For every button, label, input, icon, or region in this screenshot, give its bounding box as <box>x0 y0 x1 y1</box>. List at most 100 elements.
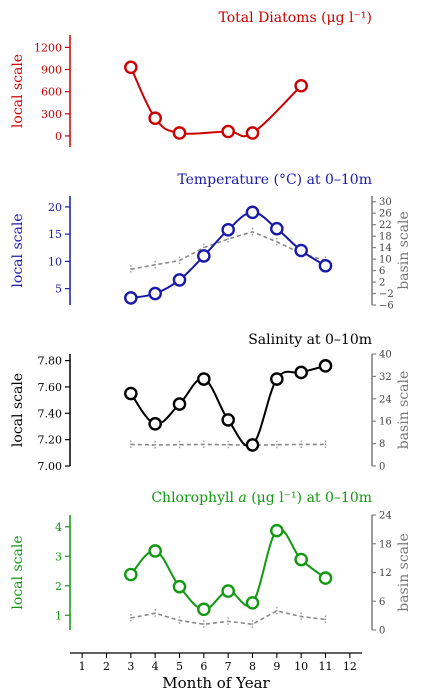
data-point <box>245 596 260 610</box>
data-point <box>270 523 284 538</box>
left-tick-label: 600 <box>41 86 62 99</box>
data-point <box>318 359 333 373</box>
right-tick-label: 16 <box>379 417 392 428</box>
right-axis-label: basin scale <box>396 371 412 450</box>
data-point <box>124 567 138 582</box>
data-point <box>197 372 211 386</box>
shared-x-axis: 1 2 3 4 5 6 7 8 9 10 11 12 <box>70 652 362 673</box>
right-tick-label: 32 <box>379 372 392 383</box>
x-tick-label: 11 <box>319 660 333 673</box>
data-point <box>172 126 187 140</box>
left-tick-label: 3 <box>55 550 62 563</box>
panel-3: Salinity at 0–10m 7.00 7.20 7.40 7.60 7.80 loc… <box>10 332 412 473</box>
left-axis-label: local scale <box>10 54 26 128</box>
right-tick-label: 14 <box>379 243 392 254</box>
panel-title: Salinity at 0–10m <box>248 332 372 348</box>
data-point <box>148 417 162 431</box>
left-tick-label: 15 <box>48 228 62 241</box>
data-point <box>294 365 308 380</box>
right-tick-label: 18 <box>379 539 392 550</box>
data-point <box>148 111 162 126</box>
x-axis-label: Month of Year <box>162 674 270 692</box>
left-tick-label: 7.40 <box>38 407 63 420</box>
data-point <box>124 60 138 75</box>
left-tick-label: 4 <box>55 521 62 534</box>
left-tick-label: 2 <box>55 580 62 593</box>
right-tick-label: 22 <box>379 220 392 231</box>
panel-4: Chlorophyll a (μg l⁻¹) at 0–10m1234local… <box>10 490 412 637</box>
data-point <box>172 273 187 287</box>
right-tick-label: 12 <box>379 568 392 579</box>
data-point <box>124 291 138 305</box>
data-point <box>197 602 211 617</box>
panel-title-part: a <box>238 490 246 506</box>
data-point <box>172 397 187 411</box>
data-point <box>221 413 235 427</box>
left-tick-label: 1 <box>55 609 62 622</box>
right-tick-label: 24 <box>379 394 392 405</box>
data-point <box>148 544 162 558</box>
left-tick-label: 300 <box>41 108 62 121</box>
right-tick-label: 6 <box>379 266 385 277</box>
left-axis-label: local scale <box>10 213 26 287</box>
data-point <box>318 258 333 273</box>
x-tick-label: 7 <box>225 660 232 673</box>
left-tick-label: 900 <box>41 64 62 77</box>
data-point <box>245 126 260 140</box>
local-series-line <box>130 364 326 448</box>
left-tick-label: 7.60 <box>38 381 63 394</box>
left-tick-label: 7.20 <box>38 434 63 447</box>
data-point <box>245 205 260 220</box>
local-series-line <box>129 66 302 138</box>
left-axis-label: local scale <box>10 535 26 609</box>
panel-title: Total Diatoms (μg l⁻¹) <box>218 10 372 26</box>
data-point <box>124 386 138 401</box>
left-tick-label: 20 <box>48 201 62 214</box>
panel-1: Total Diatoms (μg l⁻¹) 0 300 600 900 1200 loca… <box>10 10 372 147</box>
data-point <box>245 438 260 452</box>
data-point <box>221 124 235 139</box>
data-point <box>294 552 308 567</box>
panel-2: Temperature (°C) at 0–10m 5 10 15 20 local sc… <box>10 172 412 312</box>
panel-title-part: Chlorophyll <box>151 490 238 506</box>
right-tick-label: −2 <box>379 289 394 300</box>
data-point <box>318 571 333 585</box>
x-tick-label: 10 <box>294 660 308 673</box>
x-tick-label: 6 <box>200 660 207 673</box>
right-tick-label: −6 <box>379 301 394 312</box>
data-point <box>270 372 284 386</box>
right-axis-label: basin scale <box>396 533 412 612</box>
data-point <box>148 286 162 301</box>
right-tick-label: 18 <box>379 232 392 243</box>
panel-title: Temperature (°C) at 0–10m <box>177 172 372 188</box>
x-tick-label: 5 <box>176 660 183 673</box>
right-tick-label: 40 <box>379 350 392 361</box>
basin-series-line <box>130 443 326 447</box>
data-point <box>172 579 187 594</box>
left-axis-label: local scale <box>10 373 26 447</box>
right-tick-label: 24 <box>379 511 392 522</box>
x-tick-label: 12 <box>343 660 357 673</box>
panel-title-part: (μg l⁻¹) at 0–10m <box>247 490 372 506</box>
x-tick-label: 9 <box>273 660 280 673</box>
data-point <box>197 249 211 263</box>
data-point <box>294 78 308 93</box>
left-tick-label: 0 <box>55 130 62 143</box>
left-tick-label: 7.00 <box>38 460 63 473</box>
x-tick-label: 4 <box>152 660 159 673</box>
right-tick-label: 26 <box>379 209 392 220</box>
right-tick-label: 6 <box>379 597 385 608</box>
left-tick-label: 5 <box>55 283 62 296</box>
left-tick-label: 1200 <box>34 41 62 54</box>
x-tick-label: 2 <box>103 660 110 673</box>
x-tick-label: 3 <box>127 660 134 673</box>
x-tick-label: 8 <box>249 660 256 673</box>
right-tick-label: 0 <box>379 462 385 473</box>
left-tick-label: 7.80 <box>38 355 63 368</box>
data-point <box>270 221 284 236</box>
right-tick-label: 8 <box>379 439 385 450</box>
data-point <box>294 243 308 258</box>
data-point <box>221 222 235 237</box>
data-point <box>221 584 235 598</box>
